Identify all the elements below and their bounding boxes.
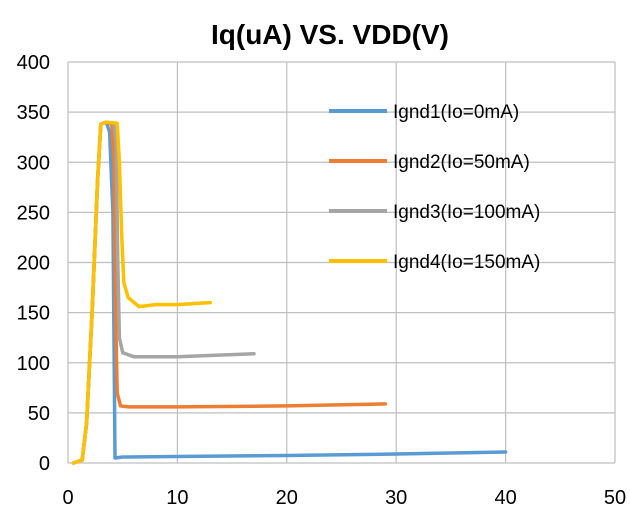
x-tick-label-0: 0 xyxy=(62,487,73,509)
legend: Ignd1(Io=0mA) Ignd2(Io=50mA) Ignd3(Io=100m… xyxy=(329,102,540,273)
x-tick-label-4: 40 xyxy=(494,487,516,509)
axes: 0 50 100 150 200 250 300 350 400 0 10 20 30 40 50 xyxy=(17,52,627,509)
y-tick-label-1: 50 xyxy=(28,403,50,425)
series-line-3 xyxy=(71,120,256,465)
legend-label-4: Ignd4(Io=150mA) xyxy=(393,252,540,273)
y-tick-label-7: 350 xyxy=(17,102,50,124)
legend-label-1: Ignd1(Io=0mA) xyxy=(393,102,519,123)
y-tick-label-2: 100 xyxy=(17,353,50,375)
series-lines xyxy=(71,120,508,465)
y-tick-label-5: 250 xyxy=(17,202,50,224)
legend-label-3: Ignd3(Io=100mA) xyxy=(393,202,540,223)
x-tick-label-2: 20 xyxy=(276,487,298,509)
y-tick-label-8: 400 xyxy=(17,52,50,74)
x-tick-label-1: 10 xyxy=(166,487,188,509)
y-tick-label-4: 200 xyxy=(17,253,50,275)
y-tick-label-0: 0 xyxy=(39,453,50,475)
legend-label-2: Ignd2(Io=50mA) xyxy=(393,152,530,173)
x-tick-label-3: 30 xyxy=(385,487,407,509)
series-line-1 xyxy=(71,120,508,465)
series-line-4 xyxy=(71,120,212,465)
y-tick-label-3: 150 xyxy=(17,303,50,325)
x-tick-label-5: 50 xyxy=(604,487,626,509)
chart-title: Iq(uA) VS. VDD(V) xyxy=(211,19,449,50)
y-tick-label-6: 300 xyxy=(17,152,50,174)
